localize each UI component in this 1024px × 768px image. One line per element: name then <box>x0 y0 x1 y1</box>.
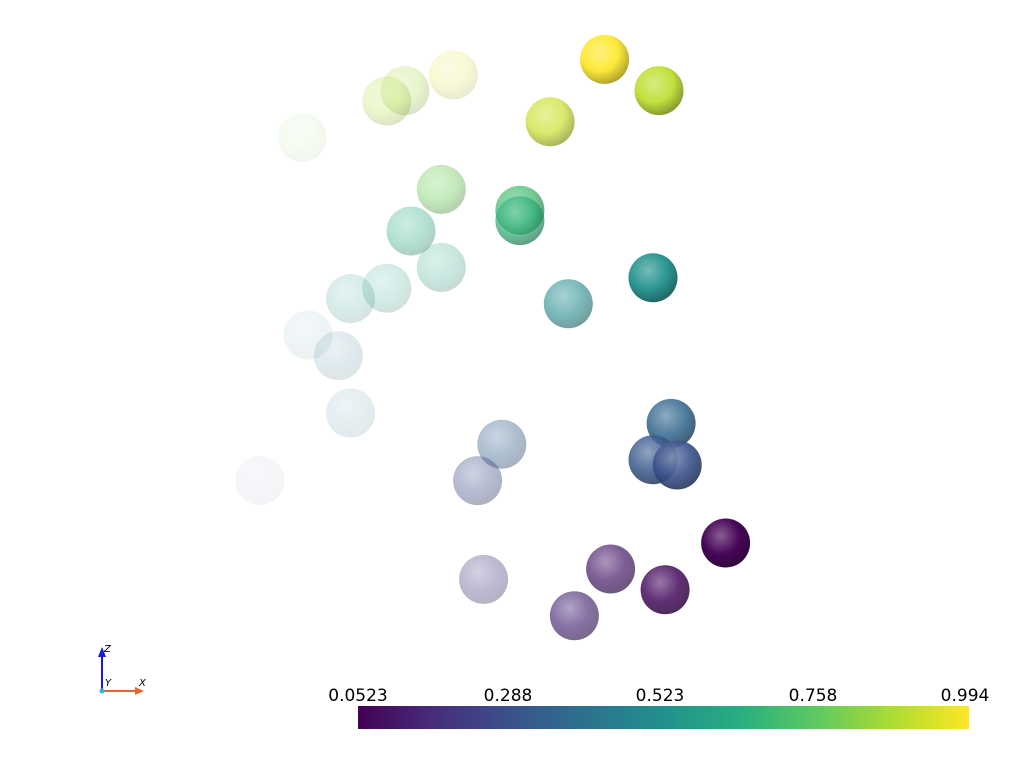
data-point-sphere <box>313 331 363 381</box>
data-point-sphere <box>453 456 503 506</box>
colorbar-gradient <box>358 706 969 729</box>
data-point-sphere <box>525 97 575 147</box>
data-point-sphere <box>549 591 599 641</box>
scatter-points <box>235 34 751 641</box>
y-axis-label: Y <box>105 678 112 689</box>
data-point-sphere <box>416 164 466 214</box>
data-point-sphere <box>326 274 375 324</box>
data-point-sphere <box>386 206 436 256</box>
data-point-sphere <box>580 34 630 84</box>
colorbar-tick-label: 0.0523 <box>328 686 387 706</box>
z-axis-label: Z <box>103 644 112 655</box>
data-point-sphere <box>235 456 285 506</box>
data-point-sphere <box>634 66 684 116</box>
data-point-sphere <box>701 518 751 568</box>
x-axis-label: X <box>138 678 147 689</box>
y-axis-dot <box>99 688 105 694</box>
data-point-sphere <box>628 253 678 303</box>
data-point-sphere <box>543 279 593 329</box>
data-point-sphere <box>652 440 702 490</box>
data-point-sphere <box>640 565 690 615</box>
data-point-sphere <box>326 388 375 438</box>
data-point-sphere <box>586 544 636 594</box>
data-point-sphere <box>277 112 327 162</box>
data-point-sphere <box>646 398 696 448</box>
colorbar-tick-label: 0.523 <box>636 686 685 706</box>
data-point-sphere <box>416 242 466 292</box>
data-point-sphere <box>495 196 545 246</box>
colorbar: 0.0523 0.288 0.523 0.758 0.994 <box>328 686 989 729</box>
data-point-sphere <box>477 419 527 469</box>
orientation-axes-widget: Z Y X <box>98 644 147 695</box>
colorbar-tick-label: 0.288 <box>484 686 533 706</box>
data-point-sphere <box>362 76 412 126</box>
colorbar-tick-label: 0.994 <box>941 686 990 706</box>
z-axis-arrow <box>98 647 106 657</box>
data-point-sphere <box>459 554 509 604</box>
data-point-sphere <box>428 50 478 100</box>
colorbar-tick-label: 0.758 <box>789 686 838 706</box>
x-axis-arrow <box>135 687 144 695</box>
